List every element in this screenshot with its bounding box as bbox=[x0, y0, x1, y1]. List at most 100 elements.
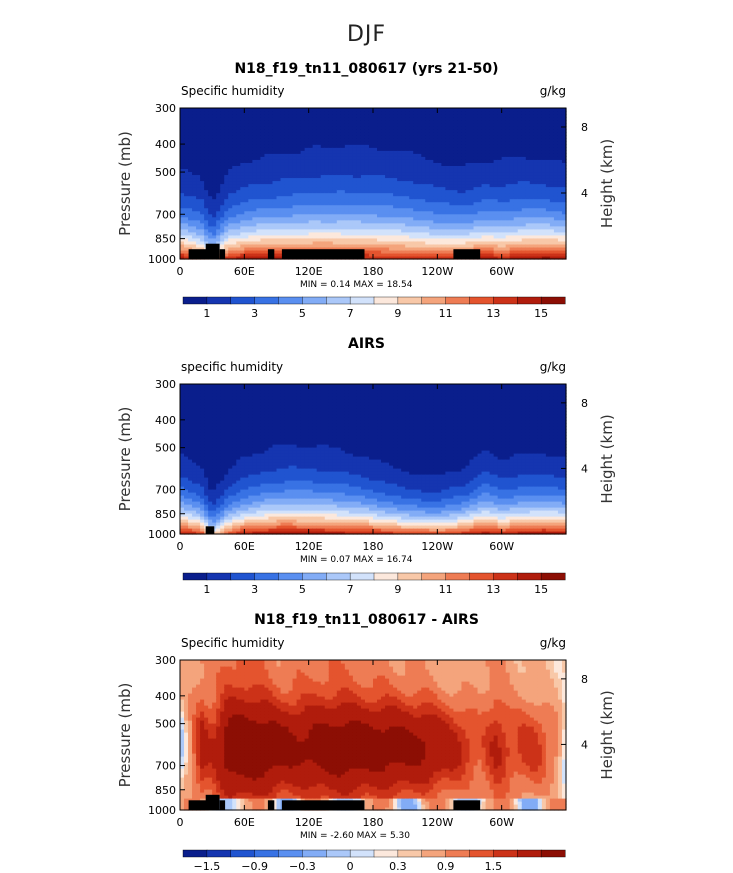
field-cell bbox=[509, 255, 515, 260]
field-cell bbox=[324, 234, 330, 239]
field-cell bbox=[272, 168, 278, 173]
field-cell bbox=[393, 114, 398, 118]
field-cell bbox=[224, 243, 229, 248]
field-cell bbox=[557, 219, 563, 224]
field-cell bbox=[553, 222, 559, 227]
field-cell bbox=[533, 180, 539, 185]
field-cell bbox=[208, 234, 213, 239]
field-cell bbox=[385, 189, 390, 194]
field-cell bbox=[405, 204, 410, 209]
field-cell bbox=[553, 150, 559, 154]
field-cell bbox=[212, 138, 217, 142]
field-cell bbox=[521, 144, 527, 148]
field-cell bbox=[429, 237, 434, 242]
field-cell bbox=[465, 165, 471, 169]
field-cell bbox=[417, 165, 422, 169]
field-cell bbox=[360, 189, 366, 194]
field-cell bbox=[232, 159, 237, 163]
field-cell bbox=[348, 207, 354, 212]
field-cell bbox=[477, 120, 483, 124]
field-cell bbox=[192, 123, 197, 127]
field-cell bbox=[421, 186, 426, 191]
field-cell bbox=[236, 234, 241, 239]
field-cell bbox=[316, 120, 322, 124]
field-cell bbox=[232, 234, 237, 239]
field-cell bbox=[368, 210, 374, 215]
field-cell bbox=[288, 114, 294, 118]
field-cell bbox=[232, 255, 237, 260]
field-cell bbox=[445, 198, 450, 203]
field-cell bbox=[180, 531, 185, 535]
field-cell bbox=[517, 183, 523, 188]
field-cell bbox=[373, 234, 378, 239]
field-cell bbox=[541, 192, 547, 197]
field-cell bbox=[469, 195, 475, 200]
field-cell bbox=[529, 138, 535, 142]
field-cell bbox=[244, 138, 249, 142]
field-cell bbox=[324, 144, 330, 148]
field-cell bbox=[192, 201, 197, 206]
field-cell bbox=[192, 240, 197, 245]
field-cell bbox=[393, 138, 398, 142]
field-cell bbox=[509, 252, 515, 257]
field-cell bbox=[429, 129, 434, 133]
field-cell bbox=[272, 141, 278, 145]
field-cell bbox=[248, 159, 253, 163]
field-cell bbox=[373, 159, 378, 163]
field-cell bbox=[280, 132, 286, 136]
field-cell bbox=[553, 201, 559, 206]
field-cell bbox=[513, 243, 519, 248]
field-cell bbox=[513, 240, 519, 245]
field-cell bbox=[405, 234, 410, 239]
field-cell bbox=[429, 108, 434, 112]
field-cell bbox=[360, 108, 366, 112]
field-cell bbox=[328, 159, 334, 163]
field-cell bbox=[549, 153, 555, 157]
field-cell bbox=[204, 186, 209, 191]
field-cell bbox=[292, 135, 298, 139]
field-cell bbox=[184, 414, 189, 418]
field-cell bbox=[417, 117, 422, 121]
field-cell bbox=[549, 204, 555, 209]
field-cell bbox=[292, 192, 298, 197]
field-cell bbox=[533, 222, 539, 227]
field-cell bbox=[525, 252, 531, 257]
field-cell bbox=[300, 159, 306, 163]
field-cell bbox=[192, 237, 197, 242]
field-cell bbox=[216, 132, 221, 136]
field-cell bbox=[513, 114, 519, 118]
field-cell bbox=[292, 123, 298, 127]
field-cell bbox=[200, 201, 205, 206]
field-cell bbox=[417, 141, 422, 145]
topography-mask bbox=[205, 243, 220, 259]
field-cell bbox=[364, 174, 370, 179]
field-cell bbox=[256, 126, 262, 130]
field-cell bbox=[180, 141, 185, 145]
field-cell bbox=[332, 147, 338, 151]
field-cell bbox=[332, 192, 338, 197]
field-cell bbox=[224, 150, 229, 154]
field-cell bbox=[232, 129, 237, 133]
field-cell bbox=[184, 120, 189, 124]
field-cell bbox=[517, 186, 523, 191]
field-cell bbox=[228, 144, 233, 148]
field-cell bbox=[308, 228, 314, 233]
field-cell bbox=[537, 207, 543, 212]
field-cell bbox=[561, 117, 567, 121]
field-cell bbox=[272, 162, 278, 166]
field-cell bbox=[320, 141, 326, 145]
field-cell bbox=[513, 189, 519, 194]
field-cell bbox=[401, 255, 406, 260]
field-cell bbox=[188, 237, 193, 242]
field-cell bbox=[352, 153, 358, 157]
field-cell bbox=[385, 165, 390, 169]
field-cell bbox=[477, 117, 483, 121]
field-cell bbox=[200, 129, 205, 133]
field-cell bbox=[356, 195, 362, 200]
field-cell bbox=[204, 174, 209, 179]
field-cell bbox=[192, 222, 197, 227]
field-cell bbox=[220, 186, 225, 191]
field-cell bbox=[377, 168, 382, 173]
field-cell bbox=[465, 135, 471, 139]
field-cell bbox=[493, 180, 499, 185]
